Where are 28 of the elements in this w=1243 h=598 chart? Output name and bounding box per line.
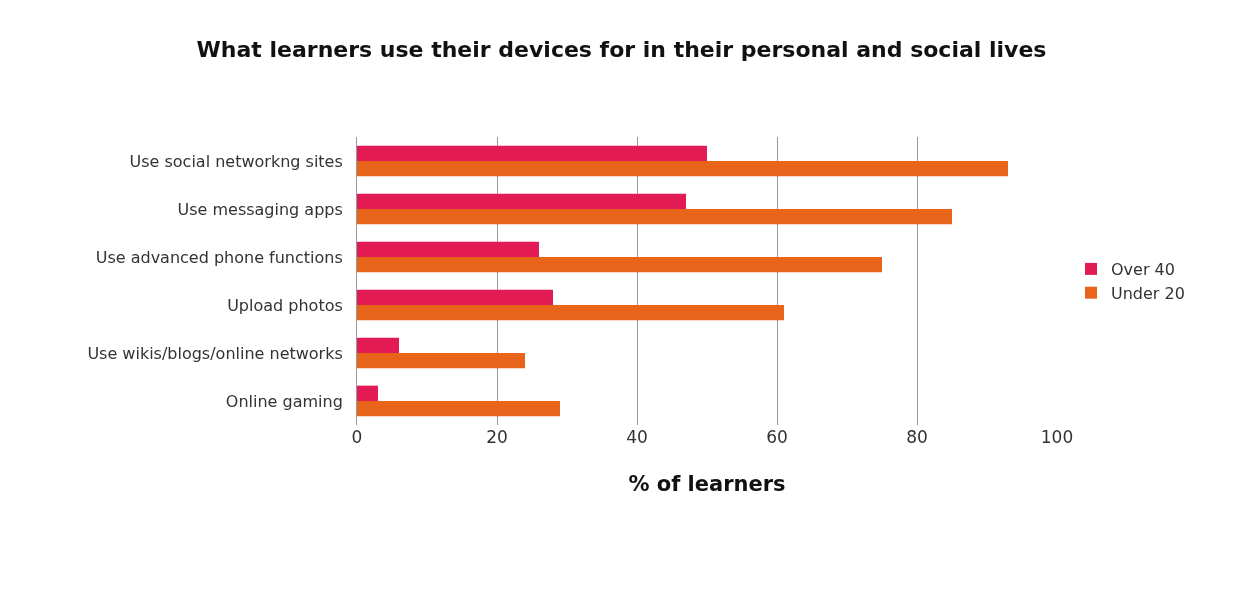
- bar: [357, 305, 784, 321]
- x-tick-label: 40: [626, 427, 648, 447]
- bar: [357, 337, 399, 353]
- bar: [357, 353, 525, 369]
- x-tick-label: 100: [1040, 427, 1074, 447]
- legend-label: Under 20: [1111, 283, 1185, 303]
- y-tick-label: Online gaming: [225, 391, 343, 411]
- bar: [357, 161, 1008, 177]
- y-tick-label: Use messaging apps: [177, 199, 343, 219]
- bar: [357, 401, 560, 417]
- bar: [357, 209, 952, 225]
- x-tick-label: 80: [906, 427, 928, 447]
- bar: [357, 241, 539, 257]
- x-axis-title: % of learners: [628, 472, 786, 497]
- bar: [357, 257, 882, 273]
- chart-title: What learners use their devices for in their personal and social lives: [196, 37, 1047, 63]
- bar: [357, 289, 553, 305]
- y-tick-label: Use social networkng sites: [129, 151, 343, 171]
- x-tick-label: 60: [766, 427, 788, 447]
- y-tick-label: Use advanced phone functions: [95, 247, 343, 267]
- legend-label: Over 40: [1111, 260, 1175, 280]
- y-tick-label: Upload photos: [227, 295, 343, 315]
- bar: [357, 193, 686, 209]
- x-tick-label: 20: [486, 427, 508, 447]
- y-tick-label: Use wikis/blogs/online networks: [87, 343, 343, 363]
- bar: [357, 145, 707, 161]
- x-tick-label: 0: [351, 427, 363, 447]
- bar: [357, 385, 378, 401]
